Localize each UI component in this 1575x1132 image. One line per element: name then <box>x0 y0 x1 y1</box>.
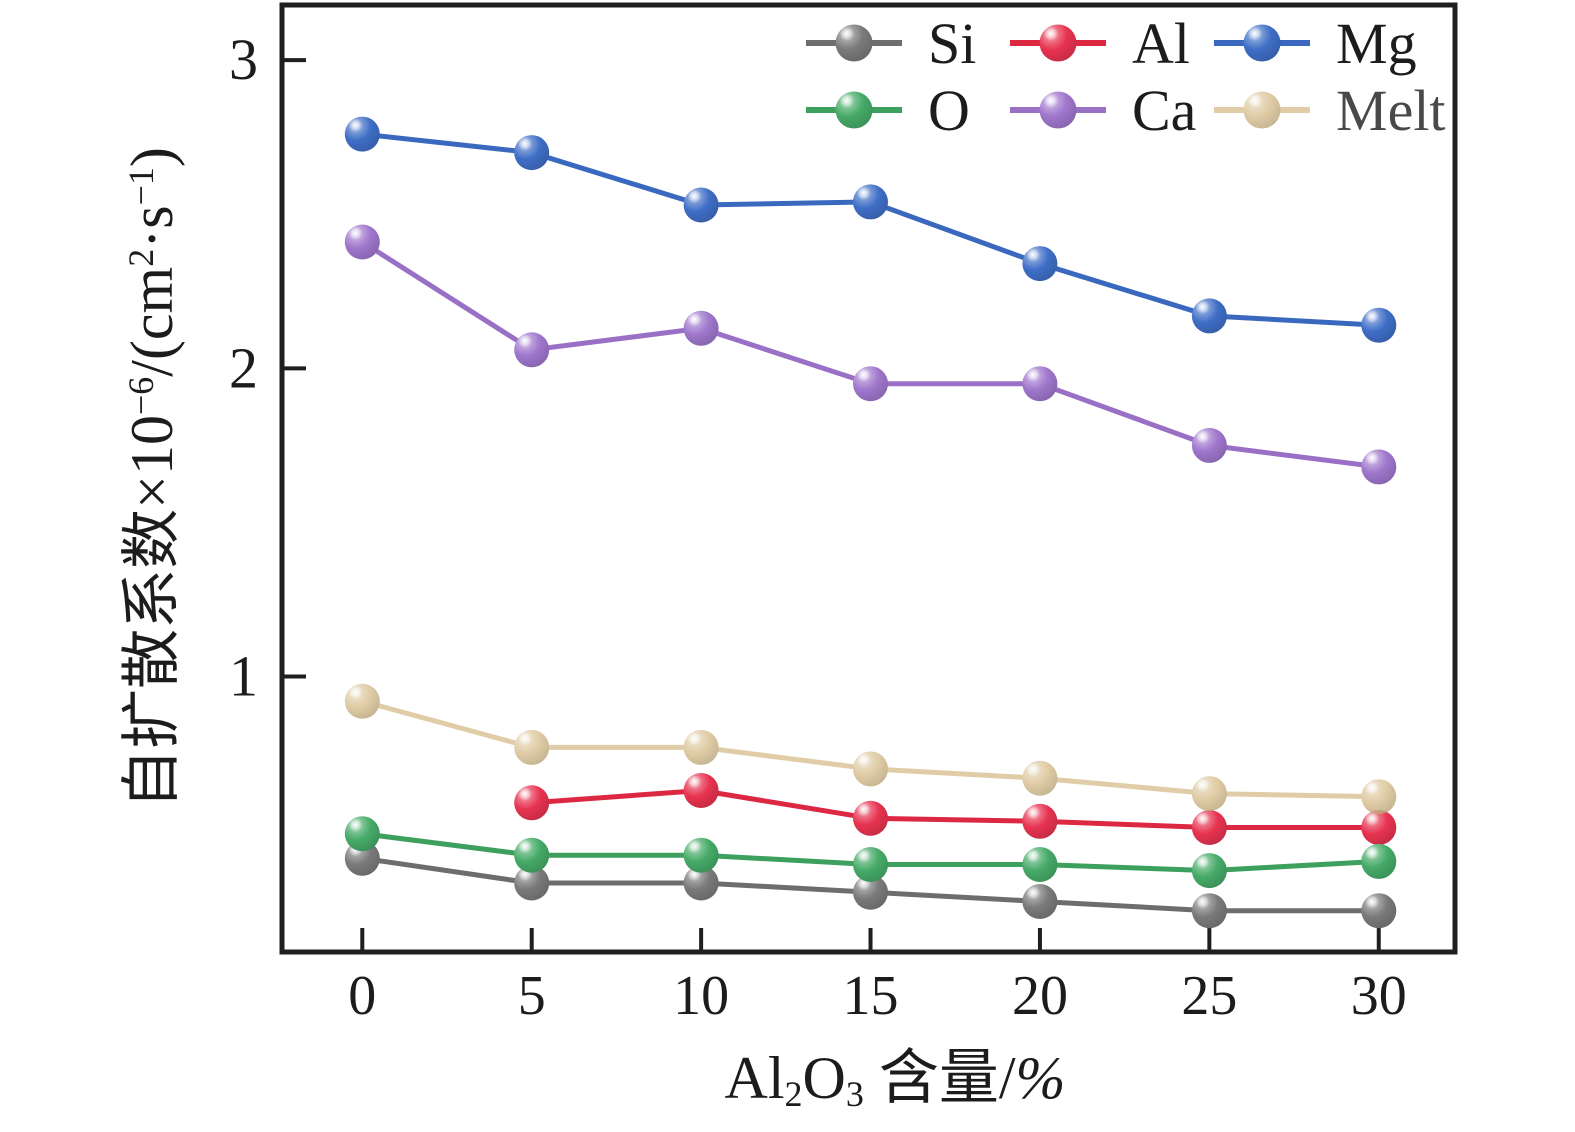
series-line-Mg <box>362 131 1379 328</box>
x-tick-label-15: 15 <box>843 965 899 1027</box>
legend-item-Al: Al <box>1010 11 1190 76</box>
data-point-Si-20 <box>1022 884 1058 919</box>
data-point-Ca-5 <box>514 332 550 368</box>
data-point-Mg-10 <box>683 187 719 223</box>
data-point-Melt-20 <box>1022 760 1058 796</box>
x-tick-label-20: 20 <box>1012 965 1068 1027</box>
legend-label-Melt: Melt <box>1336 78 1446 143</box>
legend-marker-Al <box>1039 24 1077 62</box>
data-point-Melt-25 <box>1191 776 1227 812</box>
series-Ca <box>344 224 1397 485</box>
data-point-Al-5 <box>514 785 550 821</box>
data-point-Melt-30 <box>1361 779 1397 815</box>
data-point-Al-25 <box>1191 810 1227 845</box>
legend-label-Si: Si <box>928 11 976 76</box>
data-point-O-5 <box>514 837 550 873</box>
axis-title-fragment: 含量/ <box>863 1045 1016 1111</box>
axis-title-fragment: −1 <box>121 167 162 206</box>
series-Si <box>344 840 1397 929</box>
x-tick-label-30: 30 <box>1351 965 1407 1027</box>
x-tick-label-25: 25 <box>1181 965 1237 1027</box>
data-point-Al-20 <box>1022 803 1058 839</box>
axis-title-fragment: 2 <box>121 248 162 267</box>
axis-title-fragment: 3 <box>845 1073 864 1114</box>
data-point-Al-15 <box>853 800 888 836</box>
legend-label-Al: Al <box>1132 11 1190 76</box>
legend-label-Mg: Mg <box>1336 11 1417 76</box>
legend-item-O: O <box>806 78 970 143</box>
legend-marker-O <box>835 91 873 129</box>
axis-title-fragment: ) <box>119 147 185 168</box>
legend-marker-Mg <box>1243 24 1281 62</box>
series-line-Al <box>531 787 1379 830</box>
series-O <box>344 816 1397 889</box>
data-point-Mg-30 <box>1361 307 1397 343</box>
data-point-Al-10 <box>683 773 719 808</box>
data-point-Melt-5 <box>514 729 550 765</box>
x-tick-label-5: 5 <box>518 965 546 1027</box>
legend-item-Ca: Ca <box>1010 78 1196 143</box>
data-point-Melt-0 <box>344 683 380 719</box>
legend: Si Al Mg O Ca Melt <box>806 11 1446 143</box>
data-point-Melt-15 <box>853 751 888 787</box>
axis-title-fragment: /(cm <box>119 266 185 377</box>
data-point-Ca-10 <box>683 310 719 346</box>
axis-title-fragment: % <box>1015 1045 1066 1111</box>
x-axis-title: Al2O3 含量/% <box>724 1045 1066 1112</box>
data-point-Si-0 <box>344 840 380 876</box>
x-tick-label-0: 0 <box>348 965 376 1027</box>
data-point-Ca-30 <box>1361 449 1397 485</box>
plot-border <box>279 2 1458 955</box>
y-axis-title: 自扩散系数×10−6/(cm2·s−1) <box>119 147 185 809</box>
legend-marker-Si <box>835 24 873 62</box>
data-point-Ca-20 <box>1022 366 1058 402</box>
data-point-Si-15 <box>853 874 888 910</box>
axis-title-fragment: 2 <box>784 1073 803 1114</box>
series-Melt <box>344 683 1397 815</box>
data-point-Ca-25 <box>1191 427 1227 463</box>
y-tick-label-2: 2 <box>229 335 258 400</box>
axis-title-fragment: Al <box>724 1045 785 1111</box>
axis-title-fragment: ·s <box>119 205 185 249</box>
data-point-Melt-10 <box>683 729 719 765</box>
legend-marker-Ca <box>1039 91 1077 129</box>
legend-label-O: O <box>928 78 970 143</box>
data-point-Mg-15 <box>853 184 888 220</box>
data-point-O-25 <box>1191 853 1227 889</box>
data-point-Si-30 <box>1361 893 1397 929</box>
data-point-Si-10 <box>683 865 719 901</box>
data-point-Si-5 <box>514 865 550 901</box>
legend-marker-Melt <box>1243 91 1281 129</box>
legend-item-Si: Si <box>806 11 976 76</box>
y-tick-label-1: 1 <box>229 643 258 708</box>
data-point-Si-25 <box>1191 893 1227 929</box>
legend-label-Ca: Ca <box>1132 78 1196 143</box>
data-point-O-10 <box>683 837 719 873</box>
data-point-O-0 <box>344 816 380 852</box>
axis-title-fragment: 自扩散系数×10 <box>119 415 185 809</box>
series-Mg <box>344 116 1397 343</box>
data-point-Mg-0 <box>344 116 380 152</box>
data-point-Mg-25 <box>1191 298 1227 334</box>
data-point-Ca-0 <box>344 224 380 260</box>
data-point-Mg-20 <box>1022 246 1058 282</box>
data-point-O-15 <box>853 847 888 882</box>
data-point-O-20 <box>1022 847 1058 882</box>
x-tick-label-10: 10 <box>673 965 729 1027</box>
series-Al <box>514 773 1397 845</box>
axis-title-fragment: −6 <box>121 376 162 416</box>
y-tick-label-3: 3 <box>229 27 258 92</box>
data-point-Ca-15 <box>853 366 888 402</box>
data-point-Mg-5 <box>514 135 550 171</box>
series-line-Ca <box>360 239 1380 470</box>
legend-item-Mg: Mg <box>1214 11 1417 76</box>
data-point-O-30 <box>1361 843 1397 879</box>
data-point-Al-30 <box>1361 810 1397 845</box>
legend-item-Melt: Melt <box>1214 78 1446 143</box>
axis-title-fragment: O <box>802 1045 846 1111</box>
